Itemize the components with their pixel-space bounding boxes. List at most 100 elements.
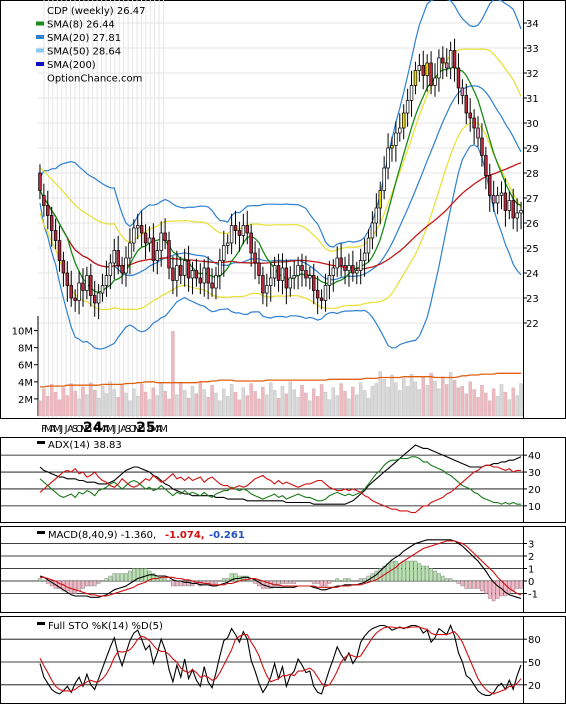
candle-body xyxy=(124,257,128,274)
volume-bar xyxy=(315,396,320,417)
candle-body xyxy=(49,215,54,231)
yellow-band-lower-line xyxy=(39,121,522,311)
price-tick-label: 31 xyxy=(526,94,539,105)
volume-bar xyxy=(390,374,394,417)
macd-histogram-bar xyxy=(487,580,492,599)
volume-bar xyxy=(241,387,246,417)
candle-body xyxy=(272,265,277,279)
macd-histogram-bar xyxy=(456,580,461,584)
x-tick-label: A xyxy=(49,424,56,435)
candle-body xyxy=(214,275,218,289)
volume-bar xyxy=(370,385,375,417)
candle-body xyxy=(292,275,296,279)
candle-body xyxy=(81,282,85,291)
candle-body xyxy=(386,147,390,169)
macd-series-1-line xyxy=(40,540,522,597)
x-tick-label: J xyxy=(59,424,63,435)
x-tick-label: J xyxy=(64,424,68,435)
volume-bar xyxy=(85,394,89,417)
volume-tick-label: 10M xyxy=(12,327,33,338)
candle-body xyxy=(405,100,410,114)
candle-body xyxy=(179,265,183,276)
volume-bar xyxy=(136,396,140,417)
macd-histogram-bar xyxy=(229,573,234,582)
volume-bar xyxy=(331,387,336,417)
candle-body xyxy=(476,127,480,139)
candle-body xyxy=(276,265,281,281)
price-tick-label: 23 xyxy=(526,294,539,305)
candle-body xyxy=(409,85,414,101)
volume-bar xyxy=(366,397,371,417)
macd-histogram-bar xyxy=(519,580,523,589)
macd-histogram-bar xyxy=(151,573,156,582)
macd-histogram-bar xyxy=(413,560,418,582)
macd-histogram-bar xyxy=(69,580,74,594)
candle-body xyxy=(503,192,508,211)
volume-bar xyxy=(69,383,73,417)
volume-bar xyxy=(374,383,379,417)
candle-body xyxy=(104,275,109,286)
upper-band-line xyxy=(39,0,522,248)
macd-histogram-bar xyxy=(116,573,120,582)
volume-bar xyxy=(284,393,289,417)
price-tick-label: 30 xyxy=(526,119,539,130)
volume-bar xyxy=(515,395,519,417)
volume-bar xyxy=(46,396,50,417)
macd-histogram-bar xyxy=(362,578,367,582)
candle-body xyxy=(108,262,113,276)
macd-histogram-bar xyxy=(397,563,402,582)
macd-histogram-bar xyxy=(128,570,132,582)
candle-body xyxy=(96,292,101,304)
macd-histogram-bar xyxy=(88,580,93,587)
macd-histogram-bar xyxy=(491,580,496,602)
volume-bar xyxy=(167,398,171,417)
macd-histogram-bar xyxy=(92,580,97,587)
macd-tick-label: 1 xyxy=(528,565,534,576)
candle-body xyxy=(351,265,355,274)
candle-body xyxy=(382,167,386,191)
candle-body xyxy=(136,225,140,229)
candle-body xyxy=(245,225,249,234)
macd-histogram-bar xyxy=(182,580,187,587)
volume-bar xyxy=(171,331,175,417)
adx-legend-swatch xyxy=(37,441,45,444)
macd-histogram-bar xyxy=(444,578,449,582)
candle-body xyxy=(159,232,163,251)
candle-body xyxy=(355,270,359,274)
legend-entry: CDP (weekly) 26.47 xyxy=(47,6,145,17)
candle-body xyxy=(202,267,206,284)
macd-histogram-bar xyxy=(276,580,281,587)
macd-histogram-bar xyxy=(425,565,429,582)
macd-histogram-bar xyxy=(186,580,191,587)
adx-tick-label: 10 xyxy=(528,502,541,513)
adx-series-0-line xyxy=(39,444,522,505)
volume-bar xyxy=(92,390,97,417)
candle-body xyxy=(315,290,320,299)
volume-average-line xyxy=(40,372,521,388)
volume-bar xyxy=(151,387,156,417)
candle-body xyxy=(484,155,488,176)
volume-bar xyxy=(112,389,116,417)
adx-series-2-line xyxy=(39,464,521,514)
macd-histogram-bar xyxy=(241,575,246,582)
x-tick-label: O xyxy=(129,424,137,435)
candle-body xyxy=(253,252,257,264)
candle-body xyxy=(116,250,120,266)
macd-histogram-bar xyxy=(495,580,500,599)
x-tick-label: N xyxy=(80,424,87,435)
volume-bar xyxy=(253,391,257,417)
candle-body xyxy=(77,282,81,301)
macd-histogram-bar xyxy=(218,580,222,582)
volume-bar xyxy=(249,383,253,417)
candle-body xyxy=(85,275,89,291)
macd-histogram-bar xyxy=(284,580,289,584)
macd-histogram-bar xyxy=(221,578,226,582)
macd-histogram-bar xyxy=(448,578,453,582)
volume-bar xyxy=(511,387,515,417)
volume-bar xyxy=(257,398,261,417)
candle-body xyxy=(89,275,93,296)
candle-body xyxy=(300,265,304,271)
macd-histogram-bar xyxy=(311,580,316,584)
candle-body xyxy=(312,275,316,291)
